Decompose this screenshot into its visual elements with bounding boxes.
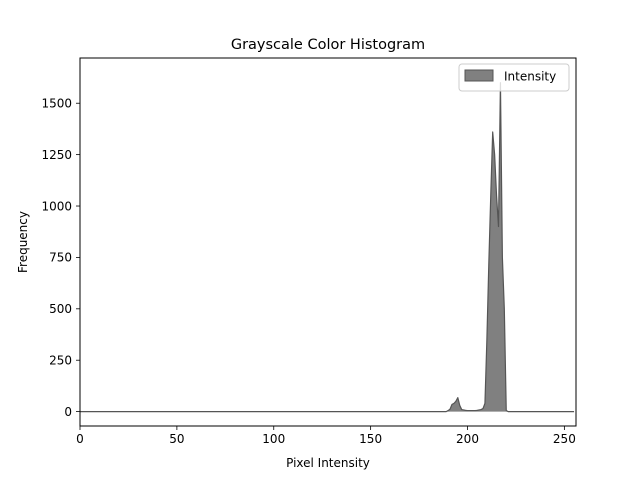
x-axis: 0 50 100 150 200 250 <box>76 426 576 446</box>
x-axis-label: Pixel Intensity <box>286 456 370 470</box>
x-tick-label: 250 <box>553 432 576 446</box>
y-tick-label: 500 <box>49 302 72 316</box>
y-tick-label: 750 <box>49 251 72 265</box>
series-layer <box>80 82 575 413</box>
y-tick-label: 0 <box>64 405 72 419</box>
x-tick-label: 200 <box>456 432 479 446</box>
y-axis: 0 250 500 750 1000 1250 1500 <box>41 97 80 419</box>
y-tick-label: 250 <box>49 354 72 368</box>
y-tick-label: 1250 <box>41 148 72 162</box>
x-tick-label: 50 <box>169 432 184 446</box>
y-axis-label: Frequency <box>16 211 30 273</box>
y-tick-label: 1500 <box>41 97 72 111</box>
x-tick-label: 100 <box>262 432 285 446</box>
series-line-0 <box>80 82 575 413</box>
legend-entry-intensity: Intensity <box>504 70 556 84</box>
x-tick-label: 0 <box>76 432 84 446</box>
legend: Intensity <box>458 63 570 92</box>
plot-area <box>79 57 577 427</box>
chart-title: Grayscale Color Histogram <box>231 37 425 53</box>
axes-frame <box>79 57 577 427</box>
y-tick-label: 1000 <box>41 199 72 213</box>
legend-swatch <box>464 69 494 82</box>
x-tick-label: 150 <box>359 432 382 446</box>
